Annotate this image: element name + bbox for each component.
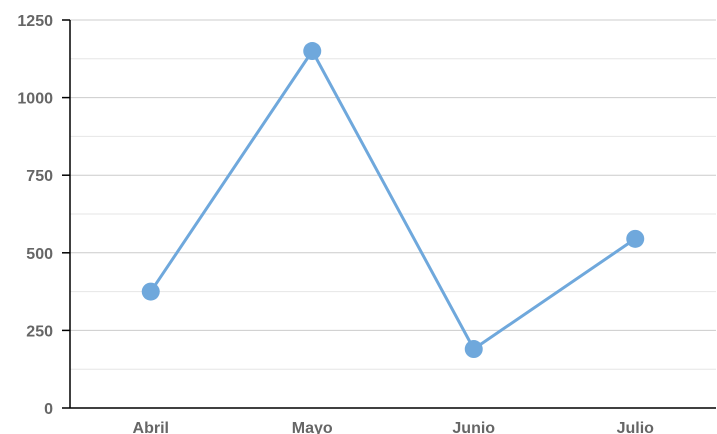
y-tick-label: 1000 — [17, 91, 53, 108]
x-tick-label: Junio — [452, 420, 495, 434]
y-tick-label: 500 — [26, 246, 53, 263]
data-point — [141, 282, 160, 301]
data-point — [626, 229, 645, 248]
data-point — [303, 42, 322, 61]
y-tick-label: 1250 — [17, 13, 53, 30]
grid — [70, 19, 716, 370]
x-axis-ticks: Abril Mayo Junio Julio — [133, 420, 655, 434]
y-axis-ticks: 0 250 500 750 1000 1250 — [17, 13, 70, 418]
y-tick-label: 750 — [26, 168, 53, 185]
y-tick-label: 250 — [26, 323, 53, 340]
x-tick-label: Abril — [133, 420, 169, 434]
series-points — [141, 42, 645, 359]
series-line-path — [149, 49, 637, 351]
y-tick-label: 0 — [44, 401, 53, 418]
series-line — [149, 49, 637, 351]
data-point — [464, 340, 483, 359]
x-tick-label: Julio — [617, 420, 655, 434]
axes — [69, 20, 716, 409]
x-tick-label: Mayo — [292, 420, 333, 434]
